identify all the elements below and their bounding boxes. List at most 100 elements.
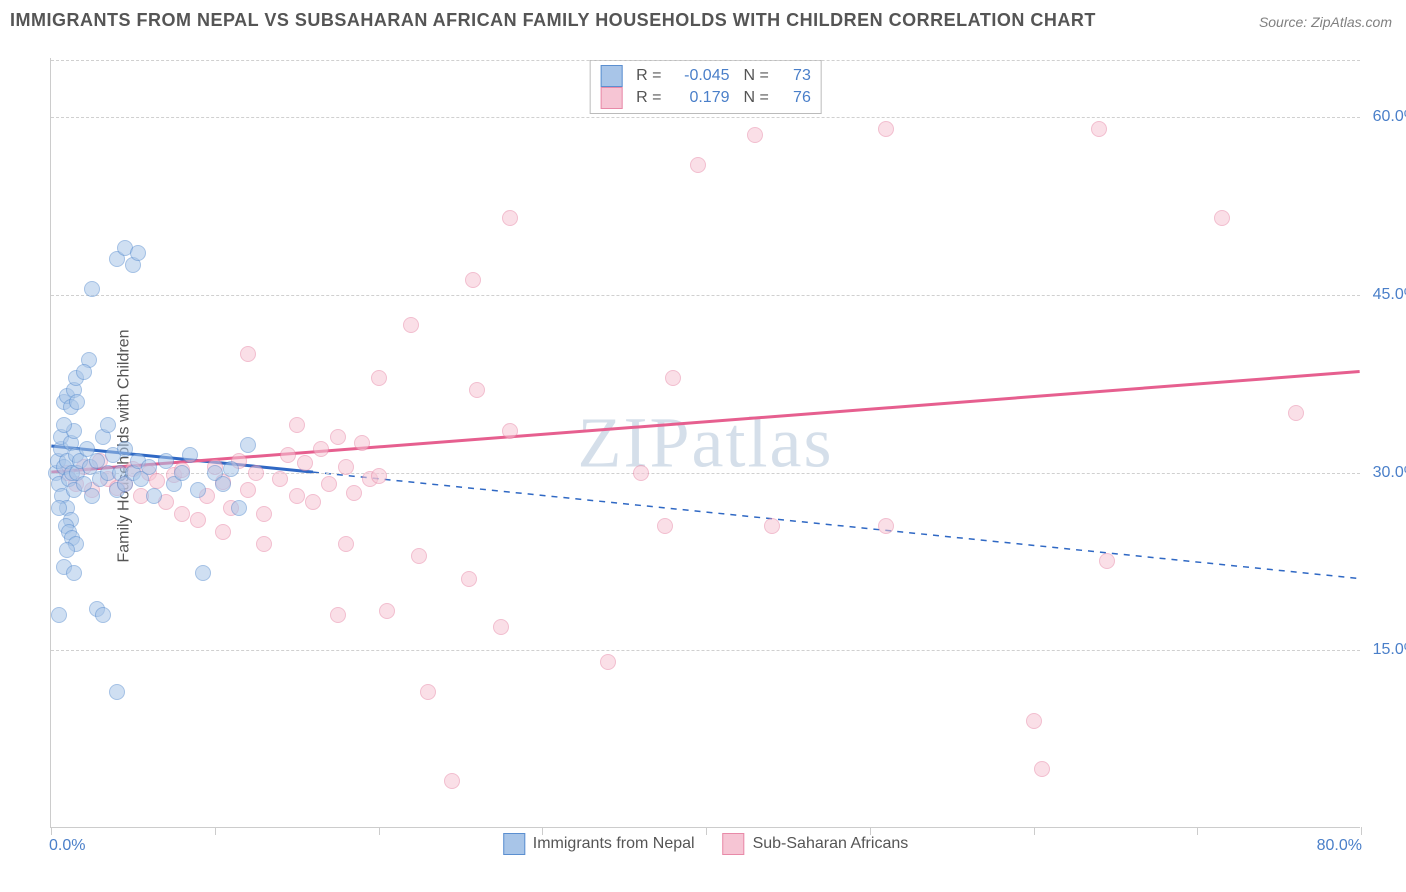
legend-label: Immigrants from Nepal xyxy=(533,835,695,853)
data-point xyxy=(371,370,387,386)
data-point xyxy=(109,684,125,700)
data-point xyxy=(215,524,231,540)
x-tick xyxy=(706,827,707,835)
data-point xyxy=(272,471,288,487)
data-point xyxy=(338,459,354,475)
data-point xyxy=(149,473,165,489)
data-point xyxy=(1034,761,1050,777)
x-tick xyxy=(379,827,380,835)
data-point xyxy=(158,453,174,469)
data-point xyxy=(174,465,190,481)
x-tick xyxy=(51,827,52,835)
legend-r-value: -0.045 xyxy=(676,67,730,85)
data-point xyxy=(420,684,436,700)
x-tick xyxy=(1361,827,1362,835)
data-point xyxy=(403,317,419,333)
chart-title: IMMIGRANTS FROM NEPAL VS SUBSAHARAN AFRI… xyxy=(10,10,1096,31)
legend-swatch-blue xyxy=(600,65,622,87)
data-point xyxy=(51,500,67,516)
legend-n-value: 73 xyxy=(783,67,811,85)
data-point xyxy=(51,607,67,623)
legend-swatch-pink xyxy=(723,833,745,855)
data-point xyxy=(330,429,346,445)
data-point xyxy=(297,455,313,471)
correlation-legend: R = -0.045 N = 73 R = 0.179 N = 76 xyxy=(589,60,822,114)
data-point xyxy=(190,482,206,498)
data-point xyxy=(1026,713,1042,729)
x-axis-min-label: 0.0% xyxy=(49,837,85,855)
legend-n-value: 76 xyxy=(783,89,811,107)
data-point xyxy=(313,441,329,457)
y-tick-label: 45.0% xyxy=(1368,286,1406,304)
data-point xyxy=(321,476,337,492)
data-point xyxy=(289,488,305,504)
x-tick xyxy=(1197,827,1198,835)
legend-item: Immigrants from Nepal xyxy=(503,833,695,855)
data-point xyxy=(117,441,133,457)
data-point xyxy=(878,518,894,534)
data-point xyxy=(240,437,256,453)
legend-r-label: R = xyxy=(636,67,661,85)
x-tick xyxy=(215,827,216,835)
data-point xyxy=(141,459,157,475)
data-point xyxy=(100,417,116,433)
data-point xyxy=(346,485,362,501)
legend-n-label: N = xyxy=(744,89,769,107)
legend-swatch-blue xyxy=(503,833,525,855)
data-point xyxy=(1214,210,1230,226)
legend-row: R = 0.179 N = 76 xyxy=(600,87,811,109)
data-point xyxy=(66,565,82,581)
data-point xyxy=(190,512,206,528)
chart-container: IMMIGRANTS FROM NEPAL VS SUBSAHARAN AFRI… xyxy=(0,0,1406,892)
legend-n-label: N = xyxy=(744,67,769,85)
data-point xyxy=(289,417,305,433)
legend-swatch-pink xyxy=(600,87,622,109)
data-point xyxy=(465,272,481,288)
data-point xyxy=(1099,553,1115,569)
watermark: ZIPatlas xyxy=(578,401,834,484)
data-point xyxy=(379,603,395,619)
data-point xyxy=(231,500,247,516)
data-point xyxy=(444,773,460,789)
data-point xyxy=(305,494,321,510)
data-point xyxy=(747,127,763,143)
gridline xyxy=(51,60,1360,61)
data-point xyxy=(130,245,146,261)
data-point xyxy=(256,506,272,522)
data-point xyxy=(330,607,346,623)
legend-r-value: 0.179 xyxy=(676,89,730,107)
data-point xyxy=(878,121,894,137)
data-point xyxy=(469,382,485,398)
data-point xyxy=(248,465,264,481)
gridline xyxy=(51,650,1360,651)
data-point xyxy=(56,417,72,433)
data-point xyxy=(371,468,387,484)
data-point xyxy=(76,364,92,380)
data-point xyxy=(502,423,518,439)
legend-label: Sub-Saharan Africans xyxy=(753,835,909,853)
gridline xyxy=(51,295,1360,296)
plot-area: ZIPatlas R = -0.045 N = 73 R = 0.179 N =… xyxy=(50,58,1360,828)
data-point xyxy=(174,506,190,522)
data-point xyxy=(411,548,427,564)
data-point xyxy=(223,461,239,477)
data-point xyxy=(1091,121,1107,137)
x-tick xyxy=(542,827,543,835)
series-legend: Immigrants from Nepal Sub-Saharan Africa… xyxy=(503,833,908,855)
data-point xyxy=(84,488,100,504)
data-point xyxy=(665,370,681,386)
data-point xyxy=(215,476,231,492)
y-tick-label: 60.0% xyxy=(1368,108,1406,126)
legend-row: R = -0.045 N = 73 xyxy=(600,65,811,87)
data-point xyxy=(84,281,100,297)
data-point xyxy=(657,518,673,534)
data-point xyxy=(461,571,477,587)
data-point xyxy=(240,482,256,498)
y-tick-label: 15.0% xyxy=(1368,641,1406,659)
data-point xyxy=(69,394,85,410)
data-point xyxy=(240,346,256,362)
data-point xyxy=(493,619,509,635)
data-point xyxy=(182,447,198,463)
data-point xyxy=(146,488,162,504)
data-point xyxy=(764,518,780,534)
